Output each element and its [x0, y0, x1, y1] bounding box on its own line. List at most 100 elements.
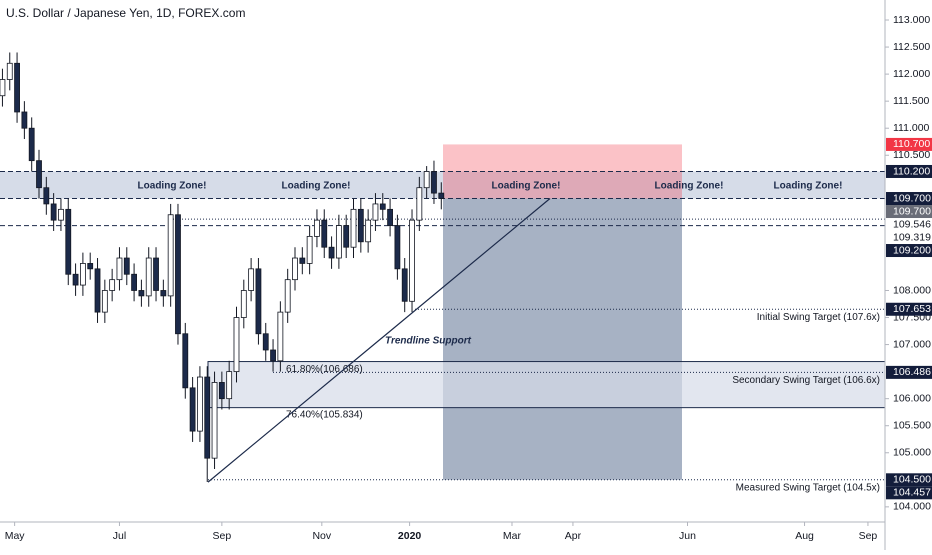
- candle-body: [306, 235, 313, 264]
- candle-body: [233, 317, 240, 373]
- x-tick-label: Sep: [213, 530, 232, 542]
- candle-body: [116, 257, 123, 281]
- price-label-box: [886, 192, 932, 206]
- price-axis-bg: [885, 0, 932, 550]
- price-label: 104.457: [893, 487, 931, 499]
- target-label: Secondary Swing Target (106.6x): [732, 375, 880, 386]
- y-tick-label: 112.000: [893, 68, 930, 80]
- zone-label: Loading Zone!: [492, 181, 561, 192]
- zone-label: Loading Zone!: [655, 181, 724, 192]
- zone-label: Loading Zone!: [774, 181, 843, 192]
- candle-body: [270, 349, 276, 362]
- candle-body: [328, 246, 335, 259]
- y-tick-label: 106.000: [893, 392, 931, 404]
- candle-body: [387, 208, 393, 226]
- candle-body: [72, 273, 79, 286]
- candle-body: [401, 268, 408, 302]
- candle-body: [299, 257, 306, 264]
- candle-body: [357, 208, 364, 243]
- fib-zone: [207, 361, 886, 409]
- candle-body: [175, 214, 181, 335]
- candle-body: [226, 371, 233, 400]
- candle-body: [314, 219, 320, 237]
- price-label-box: [886, 473, 932, 487]
- target-box: [443, 198, 682, 480]
- trendline: [207, 198, 551, 483]
- candle-body: [372, 203, 379, 221]
- y-tick-label: 104.000: [893, 501, 931, 513]
- candle-body: [79, 263, 86, 286]
- candle-body: [36, 160, 42, 189]
- candle-body: [394, 225, 401, 270]
- candle-body: [160, 290, 167, 297]
- x-tick-label: Apr: [565, 530, 582, 542]
- price-label-box: [886, 365, 932, 379]
- candle-body: [431, 171, 437, 194]
- candle-body: [6, 62, 13, 80]
- candle-body: [197, 376, 203, 432]
- candle-body: [109, 279, 116, 291]
- fib-label: 61.80%(106.686): [286, 364, 363, 375]
- price-label-box: [886, 137, 932, 151]
- candle-body: [292, 257, 298, 281]
- y-tick-label: 112.500: [893, 41, 930, 53]
- candle-body: [284, 279, 291, 313]
- y-tick-label: 107.000: [893, 338, 931, 350]
- candle-body: [58, 208, 64, 221]
- candle-body: [138, 290, 145, 297]
- y-tick-label: 111.500: [893, 95, 930, 107]
- candle-body: [321, 219, 328, 248]
- candle-body: [365, 219, 372, 243]
- candle-body: [240, 290, 247, 318]
- candle-body: [379, 203, 386, 210]
- candle-body: [167, 214, 174, 297]
- x-tick-label: Sep: [859, 530, 878, 542]
- trendline-label: Trendline Support: [385, 336, 472, 347]
- y-tick-label: 108.000: [893, 284, 931, 296]
- price-label: 109.200: [893, 244, 931, 256]
- candle-body: [182, 333, 189, 389]
- candle-body: [343, 225, 350, 248]
- candle-body: [189, 387, 196, 432]
- price-label-box: [886, 205, 932, 219]
- candle-body: [87, 263, 94, 270]
- candle-body: [211, 382, 218, 459]
- candle-body: [94, 268, 101, 313]
- candle-body: [28, 127, 35, 162]
- x-tick-label: Aug: [795, 530, 814, 542]
- candle-body: [262, 333, 269, 351]
- candle-body: [255, 268, 262, 335]
- price-label: 104.500: [893, 474, 931, 486]
- y-tick-label: 113.000: [893, 14, 930, 26]
- candle-body: [153, 257, 159, 291]
- target-label: Initial Swing Target (107.6x): [757, 312, 880, 323]
- price-label-box: [886, 164, 932, 178]
- candle-body: [131, 273, 137, 291]
- candle-body: [423, 171, 430, 189]
- candle-body: [438, 192, 445, 199]
- candle-body: [21, 111, 28, 129]
- price-label: 109.700: [893, 192, 931, 204]
- candle-body: [145, 257, 152, 297]
- price-label: 106.486: [893, 366, 931, 378]
- x-tick-label: May: [5, 530, 26, 542]
- candle-body: [350, 208, 357, 248]
- candle-body: [416, 187, 423, 221]
- price-label-box: [886, 244, 932, 258]
- price-label: 109.319: [893, 231, 931, 243]
- candle-body: [409, 219, 415, 302]
- x-tick-label: Nov: [312, 530, 331, 542]
- price-label-box: [886, 302, 932, 316]
- candle-body: [335, 225, 342, 259]
- price-label: 109.700: [893, 205, 931, 217]
- x-tick-label: Jul: [113, 530, 126, 542]
- price-label-box: [886, 486, 932, 500]
- x-tick-label: Mar: [503, 530, 522, 542]
- price-label: 109.546: [893, 218, 931, 230]
- candle-body: [248, 268, 255, 291]
- target-label: Measured Swing Target (104.5x): [736, 482, 880, 493]
- price-label: 107.653: [893, 303, 931, 315]
- y-tick-label: 105.000: [893, 447, 931, 459]
